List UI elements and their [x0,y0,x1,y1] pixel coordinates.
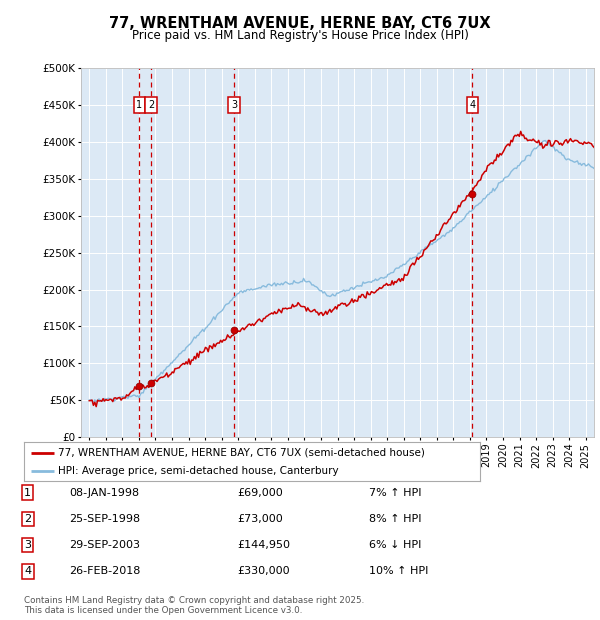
Text: 26-FEB-2018: 26-FEB-2018 [69,566,140,576]
Text: 29-SEP-2003: 29-SEP-2003 [69,540,140,550]
Text: 4: 4 [24,566,31,576]
Text: £69,000: £69,000 [237,488,283,498]
Text: 25-SEP-1998: 25-SEP-1998 [69,514,140,524]
Text: 1: 1 [136,100,142,110]
Text: HPI: Average price, semi-detached house, Canterbury: HPI: Average price, semi-detached house,… [58,466,339,476]
Text: Price paid vs. HM Land Registry's House Price Index (HPI): Price paid vs. HM Land Registry's House … [131,29,469,42]
Text: 77, WRENTHAM AVENUE, HERNE BAY, CT6 7UX: 77, WRENTHAM AVENUE, HERNE BAY, CT6 7UX [109,16,491,30]
Text: 7% ↑ HPI: 7% ↑ HPI [369,488,421,498]
Text: 6% ↓ HPI: 6% ↓ HPI [369,540,421,550]
Text: Contains HM Land Registry data © Crown copyright and database right 2025.
This d: Contains HM Land Registry data © Crown c… [24,596,364,615]
Text: 4: 4 [469,100,475,110]
Text: 08-JAN-1998: 08-JAN-1998 [69,488,139,498]
Text: 77, WRENTHAM AVENUE, HERNE BAY, CT6 7UX (semi-detached house): 77, WRENTHAM AVENUE, HERNE BAY, CT6 7UX … [58,448,425,458]
Text: 2: 2 [148,100,154,110]
Text: 1: 1 [24,488,31,498]
Text: £73,000: £73,000 [237,514,283,524]
Text: £330,000: £330,000 [237,566,290,576]
Text: £144,950: £144,950 [237,540,290,550]
Text: 3: 3 [231,100,237,110]
Text: 10% ↑ HPI: 10% ↑ HPI [369,566,428,576]
Text: 8% ↑ HPI: 8% ↑ HPI [369,514,421,524]
Text: 2: 2 [24,514,31,524]
Text: 3: 3 [24,540,31,550]
